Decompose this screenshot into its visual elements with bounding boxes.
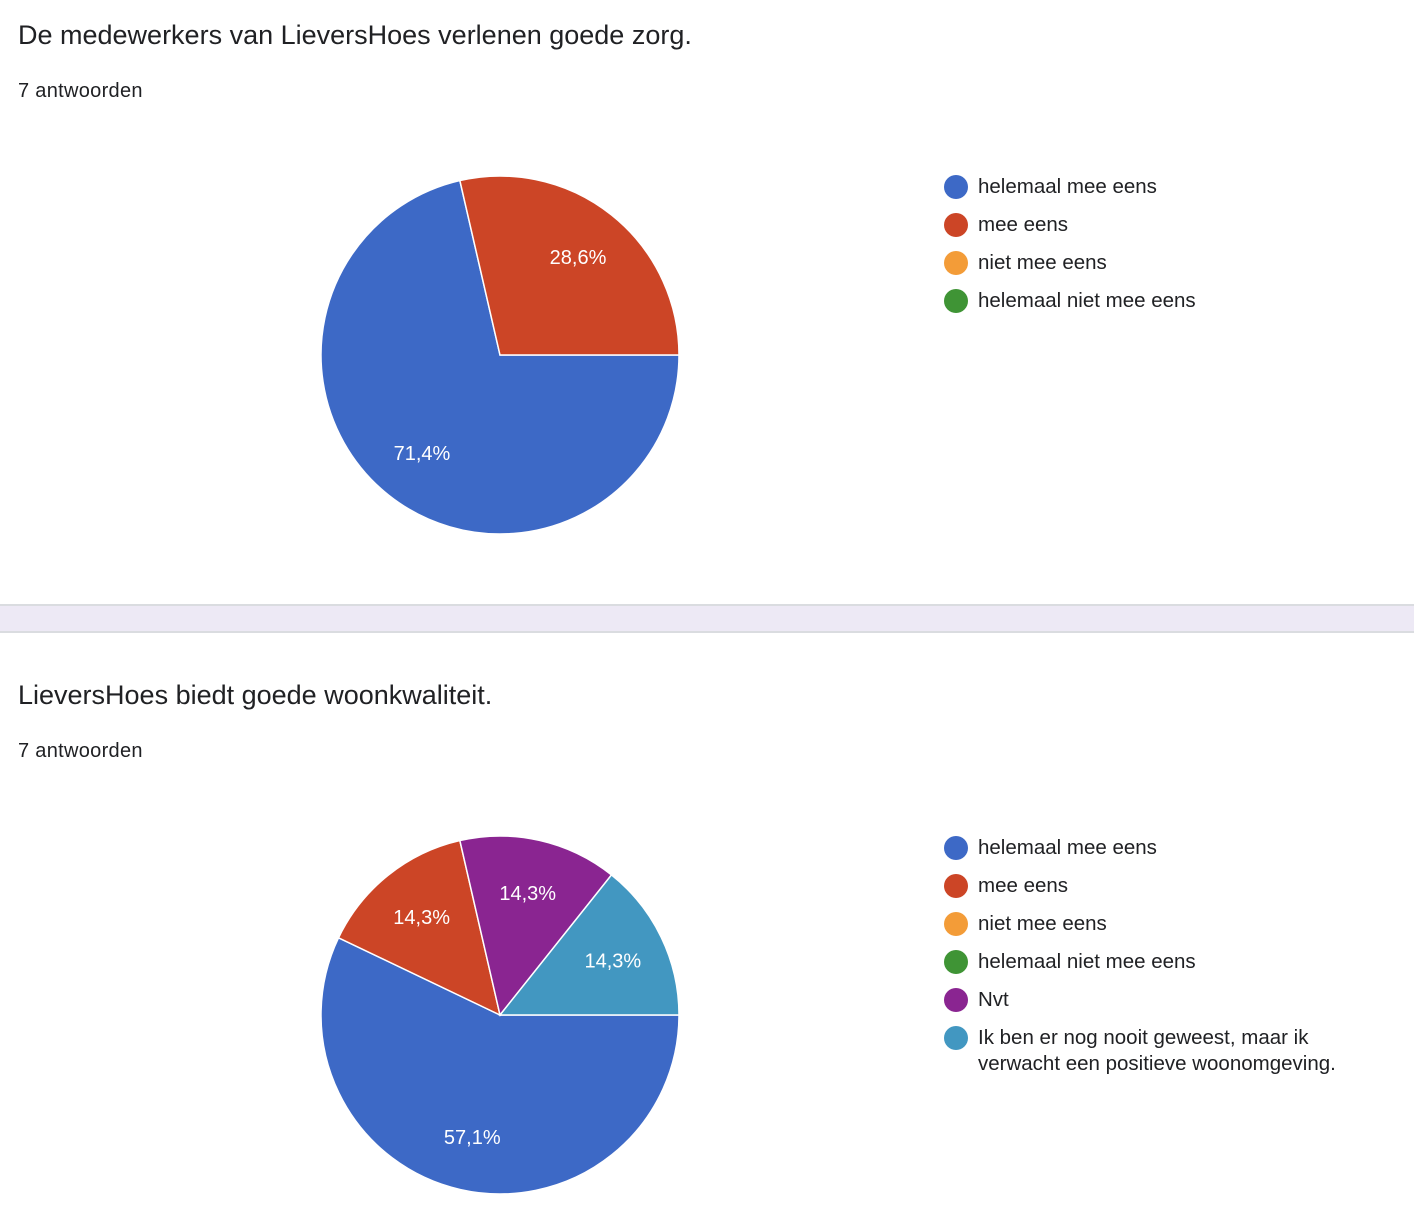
question-title: LieversHoes biedt goede woonkwaliteit. — [18, 680, 493, 710]
response-count: 7 antwoorden — [18, 740, 143, 762]
question-title: De medewerkers van LieversHoes verlenen … — [18, 20, 692, 50]
legend-item: helemaal mee eens — [944, 835, 1414, 861]
legend-dot-icon — [944, 213, 968, 237]
pie-slice[interactable] — [498, 873, 680, 1016]
legend-dot-icon — [944, 175, 968, 199]
pie-chart: 71,4% 28,6% — [320, 175, 680, 535]
legend-item: niet mee eens — [944, 250, 1414, 276]
legend-dot-icon — [944, 251, 968, 275]
legend-dot-icon — [944, 874, 968, 898]
pie-slice[interactable] — [320, 936, 680, 1195]
legend-dot-icon — [944, 289, 968, 313]
slice-label: 14,3% — [585, 951, 642, 973]
legend-label: niet mee eens — [978, 912, 1107, 935]
legend-label: helemaal mee eens — [978, 836, 1157, 859]
legend-dot-icon — [944, 836, 968, 860]
legend-item: niet mee eens — [944, 911, 1414, 937]
slice-label: 57,1% — [444, 1127, 501, 1149]
response-count: 7 antwoorden — [18, 80, 143, 102]
pie-chart: 57,1% 14,3% 14,3% 14,3% — [320, 835, 680, 1195]
slice-label: 14,3% — [393, 907, 450, 929]
legend-item: helemaal mee eens — [944, 174, 1414, 200]
legend-item: mee eens — [944, 873, 1414, 899]
legend-item: helemaal niet mee eens — [944, 288, 1414, 314]
legend-label: mee eens — [978, 874, 1069, 897]
pie-slice[interactable] — [458, 835, 613, 1017]
pie-slice[interactable] — [337, 839, 502, 1017]
legend-dot-icon — [944, 1026, 968, 1050]
legend-dot-icon — [944, 912, 968, 936]
legend: helemaal mee eens mee eens niet mee eens he… — [944, 835, 1414, 1089]
legend-item: Ik ben er nog nooit geweest, maar ik ver… — [944, 1025, 1414, 1077]
legend-item: mee eens — [944, 212, 1414, 238]
legend-label: helemaal mee eens — [978, 175, 1157, 198]
legend-label: helemaal niet mee eens — [978, 950, 1196, 973]
legend-dot-icon — [944, 950, 968, 974]
legend-label: niet mee eens — [978, 251, 1107, 274]
legend-item: Nvt — [944, 987, 1414, 1013]
legend-label: mee eens — [978, 213, 1069, 236]
pie-slice[interactable] — [320, 179, 680, 535]
legend-dot-icon — [944, 988, 968, 1012]
slice-label: 14,3% — [499, 883, 556, 905]
section-divider — [0, 604, 1414, 633]
slice-label: 71,4% — [394, 443, 451, 465]
legend-label: Ik ben er nog nooit geweest, maar ik ver… — [978, 1026, 1336, 1075]
question-card-2: LieversHoes biedt goede woonkwaliteit. 7… — [0, 633, 1414, 1226]
legend: helemaal mee eens mee eens niet mee eens he… — [944, 174, 1414, 326]
pie-slice[interactable] — [458, 175, 680, 356]
legend-label: helemaal niet mee eens — [978, 289, 1196, 312]
question-card-1: De medewerkers van LieversHoes verlenen … — [0, 0, 1414, 604]
legend-label: Nvt — [978, 988, 1009, 1011]
slice-label: 28,6% — [550, 247, 607, 269]
legend-item: helemaal niet mee eens — [944, 949, 1414, 975]
